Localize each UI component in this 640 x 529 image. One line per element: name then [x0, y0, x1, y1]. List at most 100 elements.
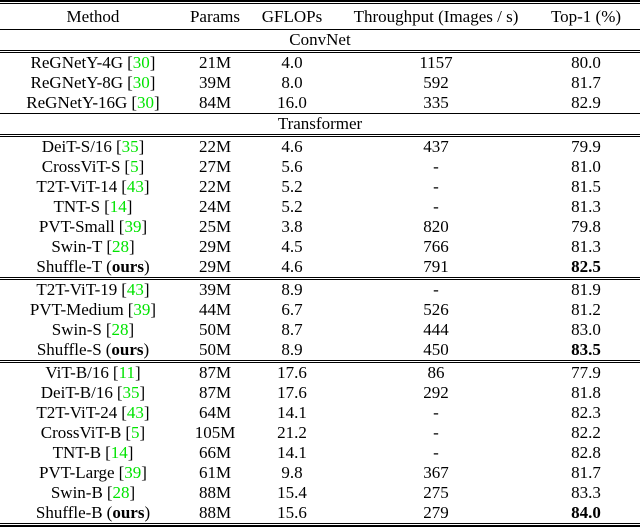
top1-cell: 81.9: [532, 277, 640, 300]
col-header-params: Params: [189, 7, 241, 26]
method-name: ReGNetY-4G: [30, 53, 124, 72]
method-name: TNT-B: [52, 443, 102, 462]
gflops-cell: 5.6: [281, 157, 303, 176]
table-row: T2T-ViT-24 [43] 64M 14.1 - 82.3: [0, 403, 640, 423]
gflops-cell: 4.6: [281, 257, 303, 276]
citation-number: 11: [118, 363, 135, 382]
throughput-cell: 791: [423, 257, 449, 276]
params-cell: 88M: [198, 503, 232, 522]
citation-number: 28: [111, 320, 129, 339]
section-label-transformer: Transformer: [0, 113, 640, 136]
gflops-cell: 4.5: [281, 237, 303, 256]
params-cell: 105M: [194, 423, 236, 442]
citation: [39]: [118, 463, 147, 482]
top1-cell: 81.0: [571, 157, 601, 176]
params-cell: 22M: [198, 177, 232, 196]
table-row: DeiT-S/16 [35] 22M 4.6 437 79.9: [0, 134, 640, 157]
citation-number: 43: [126, 280, 144, 299]
table-row: Swin-B [28] 88M 15.4 275 83.3: [0, 483, 640, 503]
citation-number: 39: [133, 300, 151, 319]
method-name: PVT-Medium: [29, 300, 124, 319]
throughput-cell: 279: [423, 503, 449, 522]
gflops-cell: 17.6: [277, 383, 307, 402]
method-cell: PVT-Large [39]: [0, 463, 186, 483]
citation: [43]: [121, 177, 150, 196]
method-cell: ReGNetY-4G [30]: [0, 50, 186, 73]
citation-number: 43: [126, 403, 144, 422]
method-name: ReGNetY-8G: [30, 73, 124, 92]
citation: [11]: [112, 363, 141, 382]
citation-number: 39: [124, 217, 142, 236]
citation-number: 5: [130, 157, 139, 176]
citation: [30]: [131, 93, 160, 112]
method-name: CrossViT-S: [41, 157, 121, 176]
params-cell: 22M: [186, 134, 244, 157]
params-cell: 50M: [198, 320, 232, 339]
table-row: TNT-B [14] 66M 14.1 - 82.8: [0, 443, 640, 463]
params-cell: 61M: [198, 463, 232, 482]
method-cell: CrossViT-S [5]: [0, 157, 186, 177]
throughput-cell: -: [433, 197, 439, 216]
throughput-cell: -: [433, 423, 439, 442]
method-cell: CrossViT-B [5]: [0, 423, 186, 443]
col-header-throughput: Throughput (Images / s): [353, 7, 519, 26]
table-row: ReGNetY-8G [30] 39M 8.0 592 81.7: [0, 73, 640, 93]
gflops-cell: 16.0: [277, 93, 307, 112]
top1-cell: 83.3: [571, 483, 601, 502]
gflops-cell: 9.8: [281, 463, 303, 482]
method-cell: ReGNetY-16G [30]: [0, 93, 186, 114]
col-header-gflops: GFLOPs: [261, 7, 323, 26]
citation: [28]: [106, 237, 135, 256]
method-name: Shuffle-T: [36, 257, 103, 276]
citation: [43]: [121, 280, 150, 299]
citation: [39]: [118, 217, 148, 236]
gflops-cell: 6.7: [281, 300, 303, 319]
throughput-cell: 437: [340, 134, 532, 157]
params-cell: 87M: [198, 383, 232, 402]
section-row-transformer: Transformer: [0, 113, 640, 136]
table-row: PVT-Large [39] 61M 9.8 367 81.7: [0, 463, 640, 483]
throughput-cell: 450: [423, 340, 449, 359]
top1-cell: 82.5: [571, 257, 601, 276]
method-cell: T2T-ViT-19 [43]: [0, 277, 186, 300]
throughput-cell: -: [433, 157, 439, 176]
method-name: TNT-S: [53, 197, 101, 216]
ours-label: (ours): [105, 340, 150, 359]
table-row-ours: Shuffle-T (ours) 29M 4.6 791 82.5: [0, 257, 640, 279]
method-name: Swin-S: [51, 320, 102, 339]
table-row: DeiT-B/16 [35] 87M 17.6 292 81.8: [0, 383, 640, 403]
throughput-cell: 367: [423, 463, 449, 482]
method-cell: ViT-B/16 [11]: [0, 360, 186, 383]
table-row: PVT-Medium [39] 44M 6.7 526 81.2: [0, 300, 640, 320]
method-name: T2T-ViT-14: [36, 177, 118, 196]
method-name: Shuffle-B: [35, 503, 103, 522]
gflops-cell: 3.8: [281, 217, 303, 236]
gflops-cell: 15.4: [277, 483, 307, 502]
top1-cell: 80.0: [532, 50, 640, 73]
params-cell: 84M: [198, 93, 232, 112]
params-cell: 39M: [186, 277, 244, 300]
table-row: CrossViT-S [5] 27M 5.6 - 81.0: [0, 157, 640, 177]
top1-cell: 84.0: [571, 503, 601, 522]
throughput-cell: 526: [423, 300, 449, 319]
throughput-cell: 820: [423, 217, 449, 236]
table-row: ReGNetY-16G [30] 84M 16.0 335 82.9: [0, 93, 640, 114]
params-cell: 66M: [198, 443, 232, 462]
throughput-cell: 1157: [340, 50, 532, 73]
method-name: Swin-B: [50, 483, 103, 502]
params-cell: 44M: [198, 300, 232, 319]
params-cell: 64M: [198, 403, 232, 422]
params-cell: 25M: [198, 217, 232, 236]
gflops-cell: 4.6: [244, 134, 340, 157]
params-cell: 29M: [198, 257, 232, 276]
table-row: Swin-T [28] 29M 4.5 766 81.3: [0, 237, 640, 257]
method-cell: Shuffle-B (ours): [0, 503, 186, 524]
params-cell: 88M: [198, 483, 232, 502]
citation-number: 5: [131, 423, 140, 442]
citation-number: 43: [126, 177, 144, 196]
citation-number: 30: [132, 73, 150, 92]
top1-cell: 82.9: [571, 93, 601, 112]
header-row: Method Params GFLOPs Throughput (Images …: [0, 4, 640, 30]
method-name: ViT-B/16: [45, 363, 109, 382]
ours-label: (ours): [106, 257, 150, 276]
